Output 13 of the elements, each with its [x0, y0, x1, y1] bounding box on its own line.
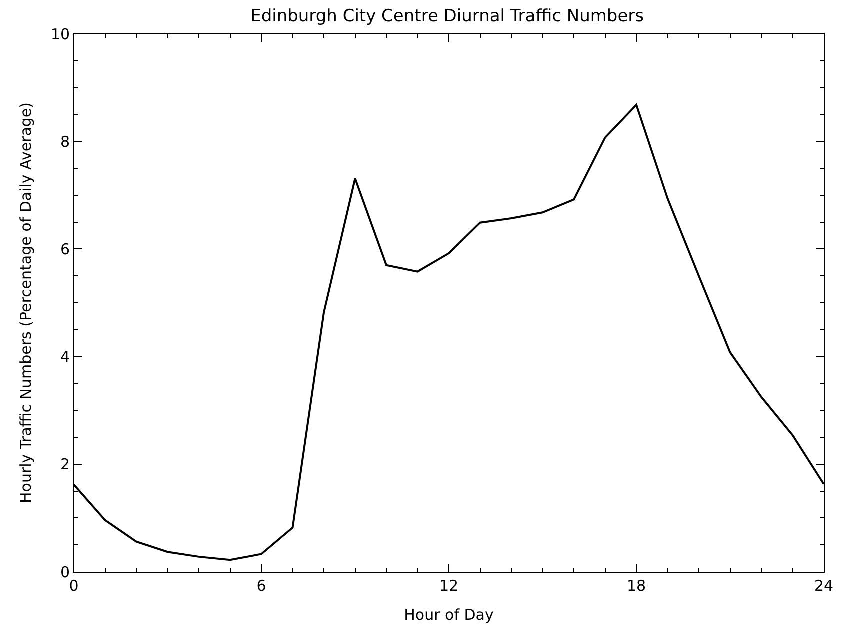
- x-tick-label: 6: [256, 577, 266, 595]
- y-tick-label: 6: [60, 240, 70, 258]
- y-tick-label: 4: [60, 348, 70, 366]
- chart-title: Edinburgh City Centre Diurnal Traffic Numbers: [250, 6, 644, 26]
- y-tick-label: 10: [50, 25, 70, 44]
- x-tick-label: 18: [626, 577, 646, 595]
- y-tick-label: 0: [60, 563, 70, 582]
- x-tick-label: 12: [439, 577, 459, 595]
- y-tick-label: 2: [60, 456, 70, 474]
- y-axis-title: Hourly Traffic Numbers (Percentage of Daily Average): [17, 102, 36, 504]
- y-tick-label: 8: [60, 132, 70, 151]
- x-tick-label: 24: [814, 577, 834, 595]
- x-axis-title: Hour of Day: [404, 606, 494, 624]
